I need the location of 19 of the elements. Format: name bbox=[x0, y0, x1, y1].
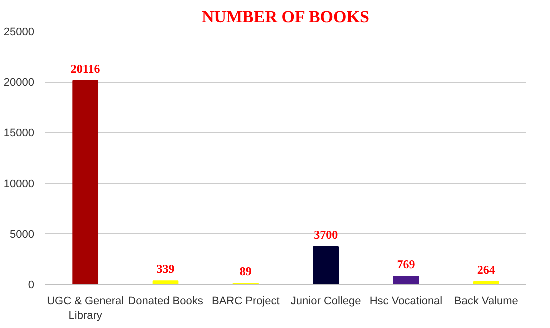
data-label: 769 bbox=[397, 258, 416, 272]
y-tick-label: 25000 bbox=[4, 26, 35, 38]
x-tick-label: UGC & General Library bbox=[47, 296, 124, 322]
y-tick-label: 0 bbox=[28, 280, 35, 292]
y-tick-label: 10000 bbox=[4, 178, 35, 190]
data-label: 264 bbox=[477, 262, 496, 277]
x-tick-label: Junior College bbox=[290, 296, 362, 308]
chart-title: NUMBER OF BOOKS bbox=[202, 8, 370, 26]
y-tick-label: 5000 bbox=[10, 228, 35, 241]
y-tick-label: 15000 bbox=[4, 128, 35, 140]
y-tick-label: 20000 bbox=[4, 77, 35, 90]
x-tick-label: Donated Books bbox=[128, 296, 204, 308]
data-label: 3700 bbox=[314, 228, 338, 242]
x-tick-label: Back Valume bbox=[454, 296, 518, 308]
x-tick-label: BARC Project bbox=[212, 296, 280, 308]
data-label: 20116 bbox=[70, 62, 100, 76]
data-label: 339 bbox=[156, 262, 175, 276]
x-tick-label: Hsc Vocational bbox=[370, 296, 443, 308]
data-label: 89 bbox=[240, 264, 252, 279]
